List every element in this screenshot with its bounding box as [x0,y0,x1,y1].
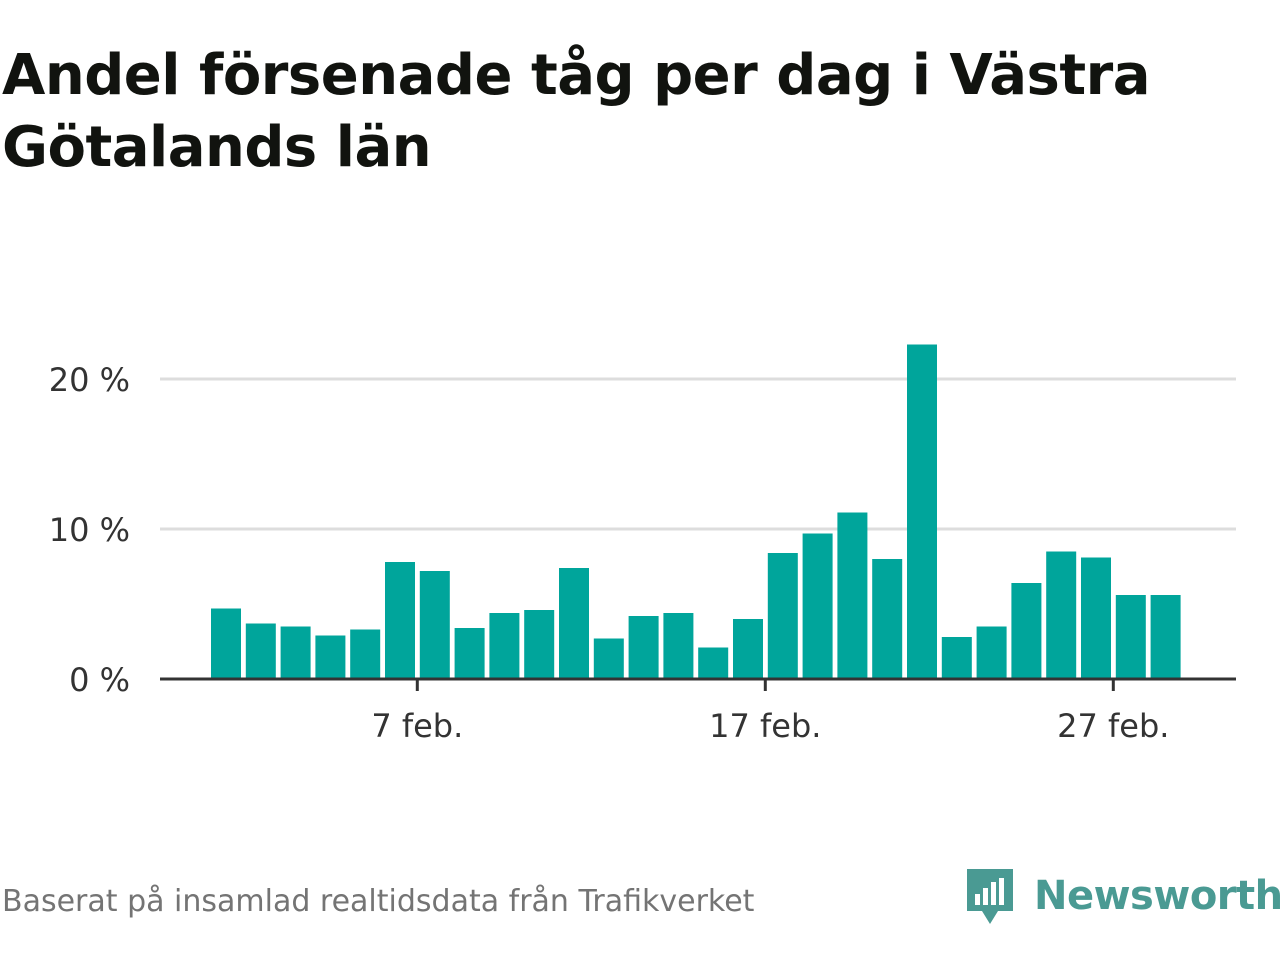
bar [733,619,763,679]
bar [1081,557,1111,679]
bar [350,629,381,679]
y-tick-label: 0 % [69,661,130,699]
bar [907,344,937,679]
bar [698,647,729,679]
bar [315,635,346,679]
bar [1115,595,1146,679]
x-tick-label: 27 feb. [1057,707,1169,745]
bar [1011,583,1042,679]
bar [663,613,694,679]
bar [1046,551,1077,679]
bar [976,626,1007,679]
bar [524,610,555,679]
brand-name: Newsworthy [1034,873,1280,919]
x-tick-label: 17 feb. [709,707,821,745]
chart-title: Andel försenade tåg per dag i Västra Göt… [2,43,1151,180]
x-tick-label: 7 feb. [371,707,463,745]
bar-chart: 0 % 10 % 20 % 7 feb. 17 feb. 27 feb. [49,344,1236,745]
bar [767,553,798,679]
bar [941,637,972,679]
bar [628,616,659,679]
y-tick-label: 20 % [49,361,130,399]
newsworthy-logo-icon [967,869,1013,924]
bar [1150,595,1181,679]
source-note: Baserat på insamlad realtidsdata från Tr… [2,884,755,919]
bar [593,638,624,679]
bar [280,626,311,679]
bar [837,512,868,679]
bar [454,628,485,679]
bar [211,608,241,679]
bar [489,613,520,679]
brand-logo: Newsworthy [964,864,1280,928]
y-tick-label: 10 % [49,511,130,549]
bar [802,533,833,679]
bar [559,568,589,679]
bar [419,571,450,679]
bar [385,562,415,679]
bar [872,559,903,679]
bar [245,623,276,679]
